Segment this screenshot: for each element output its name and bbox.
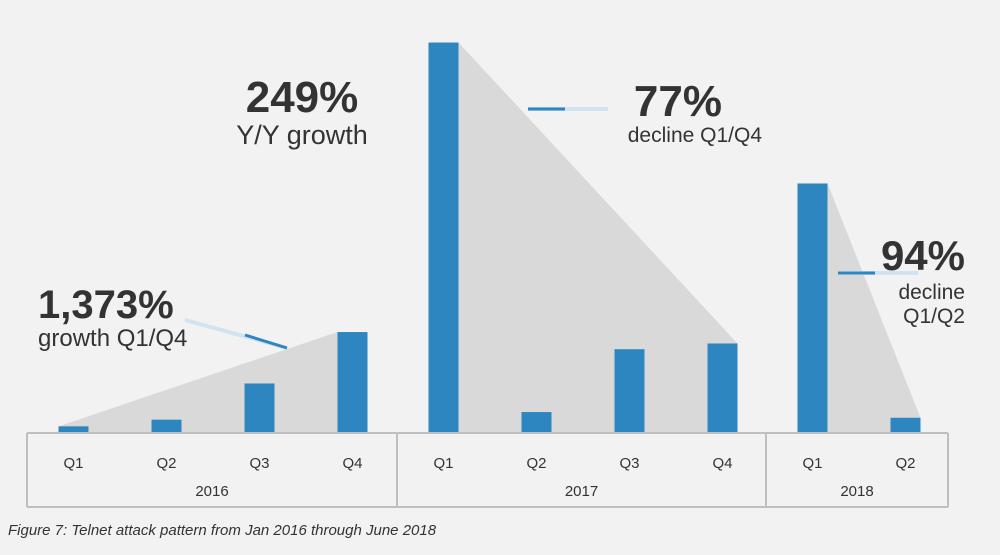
bar-2017-Q1 <box>428 42 459 434</box>
bar-2017-Q2 <box>521 412 552 433</box>
growth-2016-annotation: 1,373% growth Q1/Q4 <box>38 285 187 353</box>
bar-2017-Q3 <box>614 349 645 433</box>
year-label-2017: 2017 <box>565 483 598 500</box>
bar-2018-Q1 <box>797 183 828 433</box>
bar-2016-Q3 <box>244 383 275 433</box>
tick-label-2016-Q4: Q4 <box>342 455 362 472</box>
decline-2018-text-line1: decline <box>898 281 965 304</box>
growth-2016-pointer-accent <box>244 333 288 350</box>
bar-2018-Q2 <box>890 417 921 433</box>
trend-wedge-2018 <box>827 183 921 433</box>
bar-2016-Q1 <box>58 426 89 433</box>
growth-2016-value: 1,373% <box>38 283 174 327</box>
bar-2016-Q2 <box>151 419 182 433</box>
tick-label-2016-Q1: Q1 <box>63 455 83 472</box>
decline-2018-annotation: 94% decline Q1/Q2 <box>855 235 965 329</box>
annotation-pointers <box>184 107 918 350</box>
year-label-2016: 2016 <box>195 483 228 500</box>
tick-label-2017-Q3: Q3 <box>619 455 639 472</box>
yoy-text: Y/Y growth <box>236 120 368 150</box>
trend-wedges <box>58 42 921 434</box>
tick-label-2016-Q3: Q3 <box>249 455 269 472</box>
decline-2017-annotation: 77% decline Q1/Q4 <box>602 80 762 148</box>
decline-2017-text: decline Q1/Q4 <box>627 124 762 147</box>
tick-label-2016-Q2: Q2 <box>156 455 176 472</box>
bars <box>58 42 921 434</box>
tick-label-2017-Q2: Q2 <box>526 455 546 472</box>
growth-2016-text: growth Q1/Q4 <box>38 325 188 352</box>
decline-2018-value: 94% <box>880 232 965 279</box>
tick-label-2017-Q1: Q1 <box>433 455 453 472</box>
year-label-2018: 2018 <box>840 483 873 500</box>
trend-wedge-2017 <box>458 42 738 434</box>
x-axis <box>26 432 949 508</box>
yoy-annotation: 249% Y/Y growth <box>228 76 376 151</box>
bar-2016-Q4 <box>337 332 368 433</box>
tick-label-2018-Q1: Q1 <box>802 455 822 472</box>
tick-labels: Q1 Q2 Q3 Q4 2016 Q1 Q2 Q3 Q4 2017 Q1 Q2 2018 <box>63 455 915 500</box>
yoy-value: 249% <box>245 73 359 122</box>
decline-2018-text-line2: Q1/Q2 <box>903 305 965 329</box>
figure-caption: Figure 7: Telnet attack pattern from Jan… <box>8 522 437 539</box>
tick-label-2018-Q2: Q2 <box>895 455 915 472</box>
decline-2017-value: 77% <box>633 77 722 126</box>
tick-label-2017-Q4: Q4 <box>712 455 732 472</box>
bar-2017-Q4 <box>707 343 738 433</box>
